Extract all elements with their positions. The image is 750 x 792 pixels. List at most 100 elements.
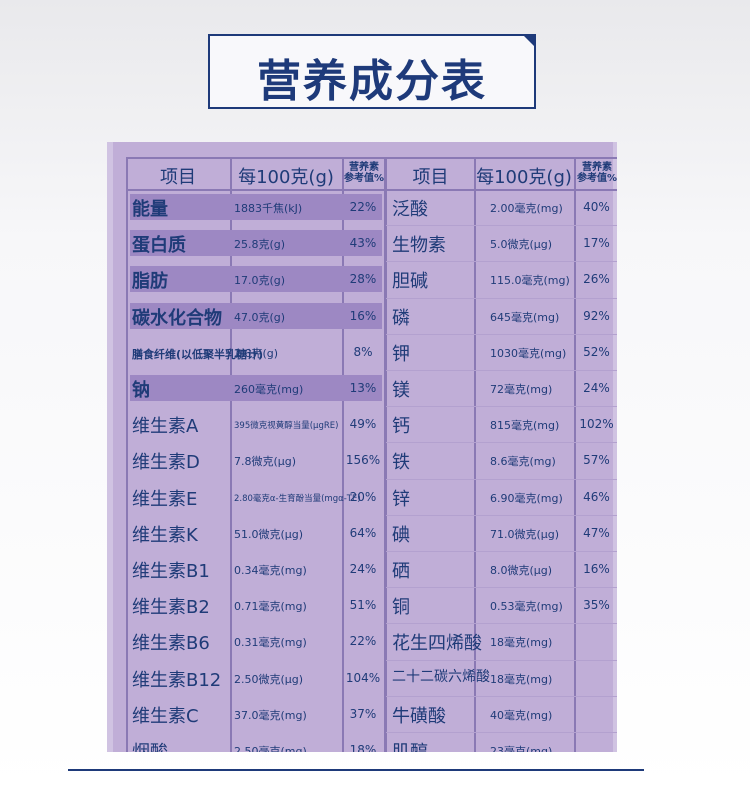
nutrient-amount: 51.0微克(μg) [234,527,304,541]
header-nrv-left: 营养素 参考值% [343,162,385,184]
column-divider [230,159,232,752]
nutrient-nrv: 92% [583,308,610,323]
row-separator [386,261,617,263]
nutrient-amount: 7.8微克(μg) [234,455,297,469]
nutrient-name: 生物素 [392,235,446,257]
nutrient-name: 维生素E [132,488,198,510]
nutrient-name: 铁 [392,452,410,474]
column-divider [342,159,344,752]
nutrient-amount: 2.80毫克α-生育酚当量(mgα-TE) [234,493,361,504]
header-nrv-right-line2: 参考值% [576,173,617,184]
row-separator [386,297,617,299]
nutrient-amount: 115.0毫克(mg) [490,274,570,288]
nutrient-name: 镁 [392,380,410,401]
nutrient-name: 能量 [132,199,168,220]
row-separator [386,551,617,552]
header-divider [128,189,617,191]
nutrient-amount: 8.6毫克(mg) [490,455,556,469]
nutrient-amount: 71.0微克(μg) [490,527,560,541]
nutrient-amount: 17.0克(g) [234,274,286,288]
row-separator [386,225,617,227]
panel-edge-right [613,142,617,752]
row-separator [386,623,617,625]
nutrient-amount: 645毫克(mg) [490,310,560,324]
nutrient-name: 铜 [392,597,410,619]
nutrient-amount: 18毫克(mg) [490,636,553,650]
nutrient-nrv: 17% [583,236,610,251]
nutrient-amount: 8.0微克(μg) [490,564,553,577]
row-separator [386,333,617,335]
nutrient-amount: 47.0克(g) [234,310,286,324]
bottom-rule-right [616,769,644,771]
header-nrv-left-line1: 营养素 [349,162,379,173]
nutrient-amount: 6.90毫克(mg) [490,491,563,505]
row-separator [386,659,617,661]
nutrient-amount: 18毫克(mg) [490,672,553,686]
nutrient-nrv: 104% [345,670,381,685]
nutrient-name: 磷 [392,307,410,329]
header-item-left: 项目 [160,167,196,188]
nutrient-amount: 2.0克(g) [234,346,279,360]
nutrient-nrv: 28% [349,272,377,287]
header-per100-left: 每100克(g) [238,167,334,188]
nutrient-nrv: 18% [349,743,377,752]
nutrient-amount: 260毫克(mg) [234,383,304,396]
nutrient-name: 维生素K [132,524,198,546]
nutrient-nrv: 37% [349,706,377,721]
nutrient-nrv: 43% [349,236,377,251]
nutrient-name: 钾 [392,343,410,365]
nutrient-name: 钙 [392,416,410,438]
nutrient-amount: 2.50微克(μg) [234,672,304,686]
nutrient-nrv: 16% [583,562,610,576]
nutrient-nrv: 52% [583,344,610,359]
nutrient-amount: 0.34毫克(mg) [234,564,307,577]
row-highlight [130,375,382,401]
row-highlight [130,194,382,220]
nutrient-name: 硒 [392,561,410,582]
nutrient-amount: 23毫克(mg) [490,745,553,752]
nutrient-name: 维生素B1 [132,561,210,582]
nutrient-amount: 72毫克(mg) [490,383,553,396]
nutrient-amount: 0.71毫克(mg) [234,600,307,614]
nutrient-nrv: 51% [349,598,377,613]
nutrient-nrv: 40% [583,200,610,214]
nutrient-name: 钠 [132,380,150,401]
nutrient-nrv: 13% [349,381,377,395]
center-divider [384,159,387,752]
nutrient-amount: 1883千焦(kJ) [234,202,303,215]
nutrient-name: 蛋白质 [132,235,186,257]
nutrient-amount: 0.53毫克(mg) [490,600,563,614]
nutrient-name: 胆碱 [392,271,428,293]
nutrient-nrv: 49% [349,417,377,432]
row-separator [386,587,617,589]
nutrient-name: 维生素C [132,705,199,727]
header-per100-right: 每100克(g) [476,167,572,188]
row-highlight [130,230,382,257]
header-nrv-right-line1: 营养素 [582,162,612,173]
nutrient-nrv: 35% [583,598,610,613]
column-divider [574,159,576,752]
row-highlight [130,302,382,329]
nutrient-nrv: 20% [349,489,377,504]
nutrient-amount: 0.31毫克(mg) [234,636,307,650]
page-title: 营养成分表 [257,56,487,107]
row-separator [386,478,617,480]
nutrient-amount: 25.8克(g) [234,238,286,252]
nutrient-nrv: 57% [583,453,610,468]
row-highlight [130,266,382,293]
nutrient-nrv: 47% [583,525,610,540]
header-nrv-left-line2: 参考值% [343,173,385,184]
nutrient-name: 维生素B12 [132,669,222,691]
nutrient-name: 牛磺酸 [392,705,446,727]
nutrient-nrv: 8% [353,344,373,359]
nutrient-amount: 2.00毫克(mg) [490,202,563,215]
nutrient-nrv: 26% [583,272,610,287]
nutrient-nrv: 24% [583,381,610,395]
nutrient-nrv: 22% [349,200,377,214]
title-frame: 营养成分表 [208,34,536,109]
nutrient-name: 肌醇 [392,738,428,752]
nutrient-amount: 1030毫克(mg) [490,346,567,360]
column-divider [474,159,476,752]
nutrient-name: 二十二碳六烯酸 [392,668,490,685]
nutrient-name: 烟酸 [132,738,168,752]
